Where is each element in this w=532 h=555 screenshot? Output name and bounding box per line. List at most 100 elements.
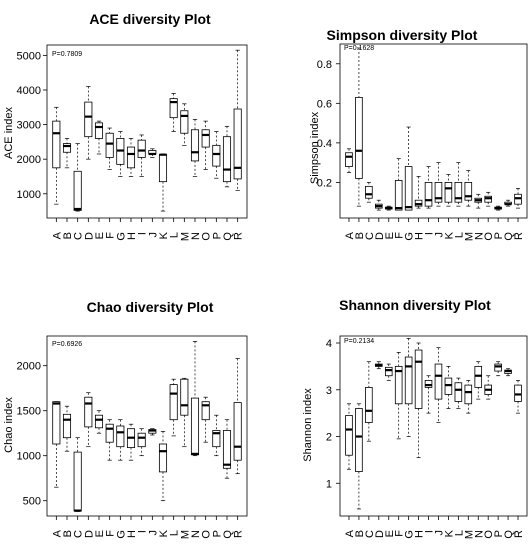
chao-box: [169, 384, 178, 421]
chao-box: [158, 443, 168, 473]
ace-category-label: C: [73, 232, 85, 240]
shannon-box: [474, 365, 483, 388]
ace-category-label: G: [115, 232, 127, 241]
ace-category-label: J: [147, 232, 159, 238]
shannon-box: [514, 384, 522, 402]
simpson-plot-frame: [339, 43, 528, 219]
ace-category-label: D: [83, 232, 95, 240]
ace-box: [126, 146, 136, 169]
ace-box: [233, 108, 242, 180]
simpson-y-tick-label: 0.4: [317, 138, 332, 150]
chao-box: [212, 430, 221, 448]
ace-y-tick-label: 2000: [17, 154, 41, 166]
ace-box: [180, 110, 189, 134]
chao-y-tick-label: 2000: [17, 361, 41, 373]
shannon-category-label: R: [513, 530, 525, 538]
ace-box: [169, 98, 178, 119]
simpson-category-label: C: [364, 232, 376, 240]
simpson-category-label: E: [384, 232, 396, 239]
ace-box: [201, 129, 210, 148]
ace-box: [52, 120, 61, 169]
chao-category-label: H: [126, 530, 138, 538]
simpson-category-label: J: [433, 232, 445, 238]
chao-box: [190, 397, 200, 456]
chao-category-label: B: [62, 530, 74, 537]
chao-y-tick-label: 1000: [17, 451, 41, 463]
simpson-category-label: N: [473, 232, 485, 240]
shannon-box: [345, 415, 353, 456]
shannon-box: [394, 365, 403, 405]
ace-y-tick-label: 4000: [17, 85, 41, 97]
shannon-box: [454, 382, 463, 402]
chao-category-label: J: [147, 530, 159, 536]
ace-box: [84, 101, 93, 138]
ace-y-tick-label: 3000: [17, 120, 41, 132]
chao-box: [105, 423, 114, 443]
ace-box: [222, 136, 232, 183]
chao-category-label: I: [137, 530, 149, 533]
chao-plot-frame: [46, 335, 248, 517]
simpson-category-label: O: [483, 232, 495, 241]
shannon-category-label: C: [364, 530, 376, 538]
simpson-y-tick-label: 0.6: [317, 98, 332, 110]
simpson-box: [464, 182, 473, 201]
shannon-chart-title: Shannon diversity Plot: [339, 297, 491, 313]
chao-category-label: E: [94, 530, 106, 537]
simpson-box: [365, 185, 373, 199]
ace-category-label: Q: [222, 232, 234, 241]
shannon-category-label: L: [453, 530, 465, 536]
simpson-category-label: Q: [503, 232, 515, 241]
shannon-category-label: B: [354, 530, 366, 537]
shannon-category-label: J: [433, 530, 445, 536]
chao-box: [73, 451, 82, 512]
ace-category-label: E: [94, 232, 106, 239]
simpson-y-axis-label: Simpson index: [309, 111, 321, 184]
chao-chart-title: Chao diversity Plot: [87, 299, 214, 315]
chao-box: [180, 378, 189, 416]
simpson-category-label: R: [513, 232, 525, 240]
ace-chart-title: ACE diversity Plot: [89, 11, 211, 27]
ace-plot-frame: [46, 44, 248, 219]
ace-category-label: H: [126, 232, 138, 240]
simpson-category-label: L: [453, 232, 465, 238]
shannon-box: [355, 408, 363, 472]
ace-box: [105, 132, 114, 158]
chao-category-label: G: [115, 530, 127, 539]
simpson-box: [404, 166, 413, 211]
shannon-category-label: I: [424, 530, 436, 533]
simpson-category-label: P: [493, 232, 505, 239]
shannon-category-label: H: [414, 530, 426, 538]
chao-category-label: P: [211, 530, 223, 537]
chao-y-axis-label: Chao index: [3, 397, 15, 453]
simpson-box: [394, 180, 403, 211]
shannon-category-label: P: [493, 530, 505, 537]
ace-y-tick-label: 5000: [17, 50, 41, 62]
simpson-chart-title: Simpson diversity Plot: [327, 27, 478, 43]
ace-p-value: P=0.7809: [52, 51, 82, 58]
ace-box: [137, 139, 146, 158]
chao-category-label: N: [190, 530, 202, 538]
simpson-box: [424, 182, 433, 207]
ace-category-label: M: [179, 232, 191, 241]
ace-category-label: R: [233, 232, 245, 240]
ace-category-label: P: [211, 232, 223, 239]
simpson-box: [434, 182, 443, 203]
chao-box: [94, 414, 104, 429]
ace-category-label: I: [137, 232, 149, 235]
shannon-y-axis-label: Shannon index: [302, 388, 314, 462]
chao-category-label: O: [201, 530, 213, 539]
ace-box: [212, 144, 221, 167]
ace-y-tick-label: 1000: [17, 189, 41, 201]
ace-box: [94, 122, 104, 139]
simpson-box: [355, 96, 363, 179]
shannon-category-label: N: [473, 530, 485, 538]
shannon-box: [384, 366, 393, 377]
chao-category-label: C: [73, 530, 85, 538]
chao-box: [233, 402, 242, 461]
shannon-y-tick-label: 4: [326, 338, 332, 350]
simpson-y-tick-label: 0.2: [317, 177, 332, 189]
simpson-box: [444, 182, 453, 203]
simpson-category-label: I: [424, 232, 436, 235]
ace-category-label: N: [190, 232, 202, 240]
